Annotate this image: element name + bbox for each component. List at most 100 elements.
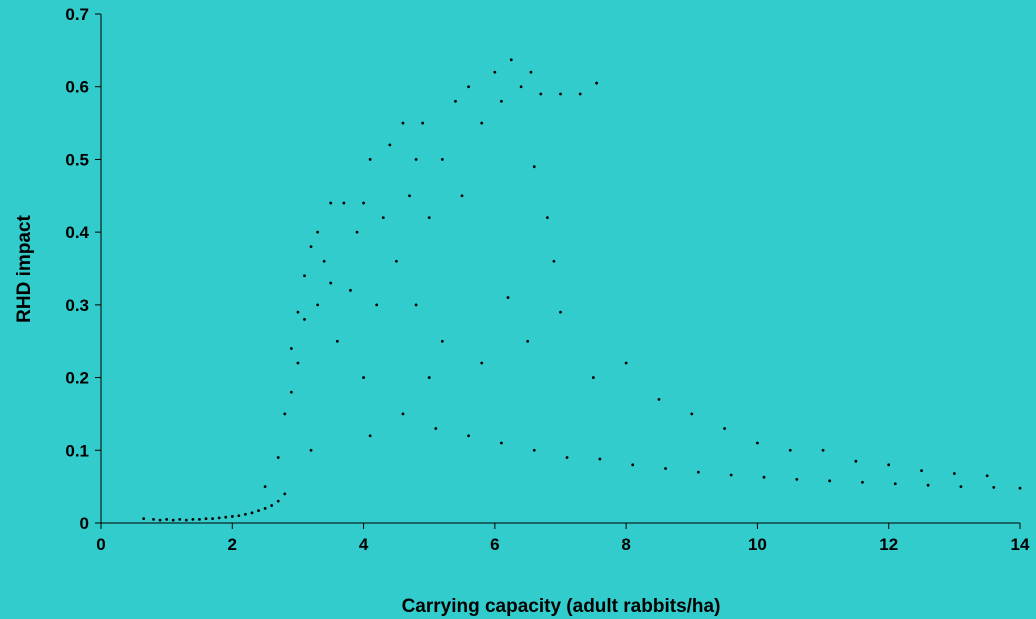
data-point <box>355 230 359 234</box>
data-point <box>289 390 293 394</box>
data-point <box>532 165 536 169</box>
data-point <box>198 517 201 521</box>
data-point <box>191 517 195 521</box>
data-point <box>329 281 333 285</box>
data-point <box>762 475 766 479</box>
data-point <box>657 397 661 401</box>
data-point <box>342 201 346 205</box>
data-point <box>394 259 398 263</box>
data-point <box>230 515 234 518</box>
data-point <box>434 427 438 430</box>
data-point <box>440 158 444 161</box>
data-point <box>509 58 513 62</box>
y-tick-label: 0.5 <box>65 150 89 169</box>
data-point <box>211 517 214 521</box>
data-point <box>788 448 792 452</box>
data-point <box>552 259 556 263</box>
data-point <box>828 479 832 483</box>
data-point <box>237 514 241 518</box>
data-point <box>283 412 287 416</box>
data-point <box>926 483 930 487</box>
data-point <box>460 194 464 198</box>
data-point <box>454 99 457 103</box>
data-point <box>624 361 628 365</box>
data-point <box>795 477 799 481</box>
data-point <box>959 485 963 489</box>
data-point <box>375 303 379 307</box>
data-point <box>414 158 418 161</box>
data-point <box>368 434 372 438</box>
data-point <box>178 517 182 521</box>
data-point <box>920 469 923 473</box>
x-tick-label: 2 <box>228 535 237 554</box>
data-point <box>467 434 470 438</box>
data-point <box>992 485 996 489</box>
y-tick-label: 0 <box>80 514 89 533</box>
data-point <box>224 515 228 519</box>
y-tick-label: 0.3 <box>65 296 89 315</box>
data-point <box>250 511 254 515</box>
data-point <box>526 339 530 343</box>
data-point <box>631 463 635 467</box>
data-point <box>408 194 411 198</box>
data-point <box>303 274 306 278</box>
data-point <box>165 517 169 521</box>
data-point <box>184 518 188 522</box>
data-point <box>401 412 405 416</box>
x-tick-label: 0 <box>96 535 105 554</box>
data-point <box>519 85 523 89</box>
ticks: 0 2 4 6 8 10 12 14 0 0.1 0.2 0.3 0.4 0.5 0.6 0.7 <box>65 5 1030 554</box>
data-point <box>598 457 602 461</box>
x-tick-label: 12 <box>879 535 898 554</box>
data-point <box>480 361 484 365</box>
data-point <box>480 121 484 125</box>
data-point <box>893 482 897 486</box>
data-point <box>335 339 339 343</box>
data-point <box>467 85 470 89</box>
data-point <box>529 70 533 74</box>
data-point <box>204 517 208 521</box>
data-point <box>263 507 267 510</box>
data-points <box>142 58 1022 522</box>
data-point <box>821 448 825 452</box>
data-point <box>440 339 444 343</box>
data-point <box>664 467 667 470</box>
data-point <box>296 310 300 314</box>
x-tick-label: 4 <box>359 535 369 554</box>
data-point <box>263 485 267 489</box>
data-point <box>316 303 320 307</box>
data-point <box>565 456 569 459</box>
data-point <box>729 473 733 477</box>
y-tick-label: 0.6 <box>65 78 89 97</box>
data-point <box>414 303 418 307</box>
x-tick-label: 10 <box>748 535 767 554</box>
data-point <box>427 376 431 379</box>
data-point <box>309 245 313 249</box>
data-point <box>545 216 549 220</box>
data-point <box>595 81 599 85</box>
data-point <box>158 518 162 522</box>
y-axis-title: RHD impact <box>14 214 35 322</box>
data-point <box>887 463 891 467</box>
data-point <box>381 216 385 220</box>
data-point <box>349 288 352 292</box>
data-point <box>532 448 536 452</box>
data-point <box>329 201 333 205</box>
y-tick-label: 0.4 <box>65 223 89 242</box>
data-point <box>316 230 320 234</box>
data-point <box>696 470 700 474</box>
data-point <box>559 92 562 96</box>
data-point <box>985 474 989 478</box>
data-point <box>690 412 694 416</box>
data-point <box>500 441 503 445</box>
data-point <box>578 92 582 96</box>
data-point <box>421 121 425 125</box>
data-point <box>171 518 175 522</box>
data-point <box>303 318 306 321</box>
y-tick-label: 0.7 <box>65 5 89 24</box>
data-point <box>756 441 759 445</box>
data-point <box>257 509 260 513</box>
data-point <box>368 158 372 161</box>
data-point <box>244 512 247 516</box>
